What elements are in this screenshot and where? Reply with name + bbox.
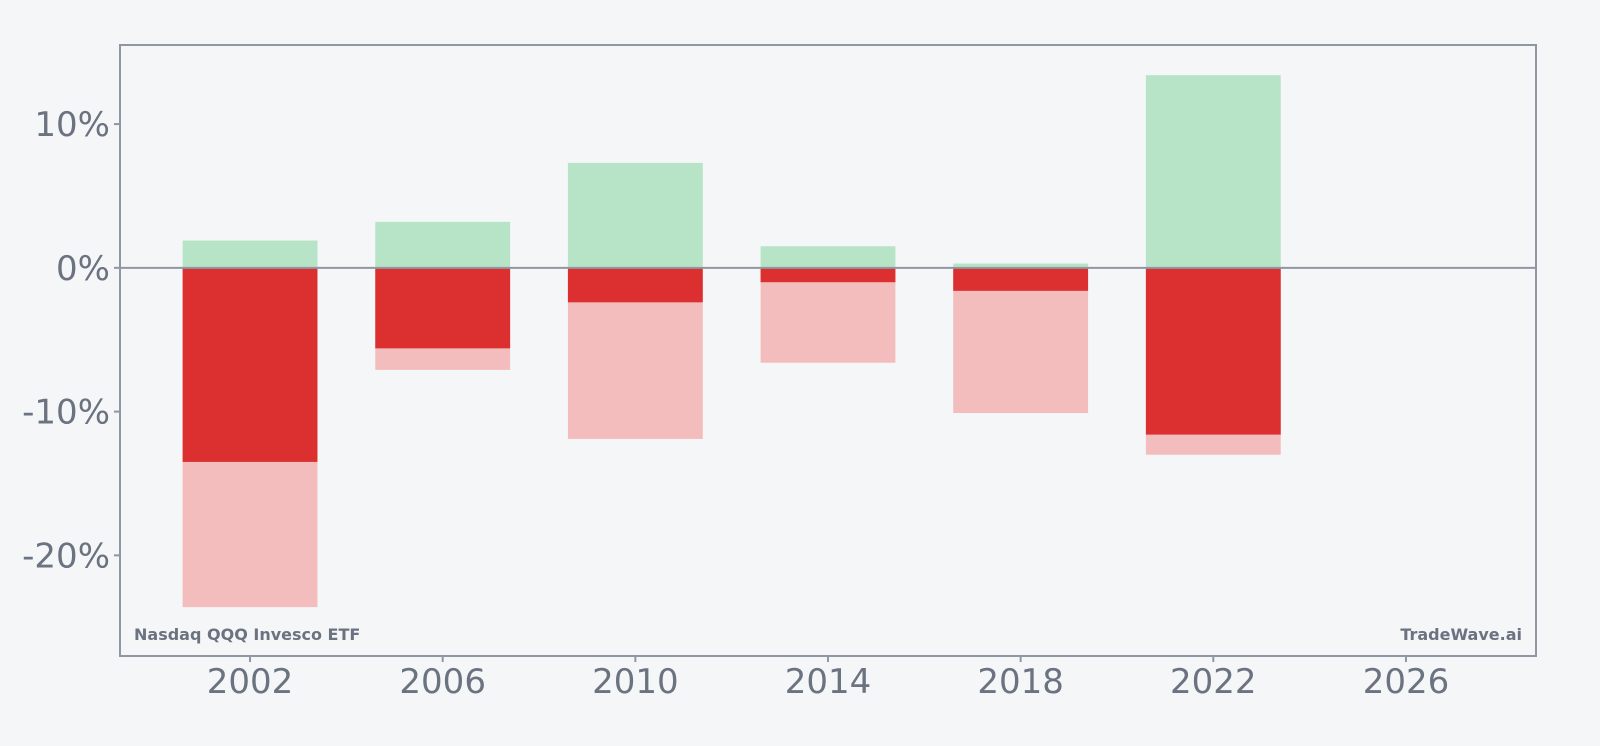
positive-range-bar-2014 xyxy=(760,246,896,268)
positive-range-bar-2022 xyxy=(1145,75,1281,268)
positive-range-bar-2002 xyxy=(182,240,318,268)
positive-range-bar-2006 xyxy=(375,221,511,268)
negative-range-bar-2014 xyxy=(760,267,896,363)
negative-dark-bar-2022 xyxy=(1145,267,1281,435)
x-tick-label: 2014 xyxy=(785,662,872,702)
footer-brand-label: TradeWave.ai xyxy=(1400,625,1522,644)
y-tick-label: -10% xyxy=(22,393,110,433)
negative-dark-bar-2006 xyxy=(375,267,511,349)
negative-range-bar-2018 xyxy=(953,267,1089,414)
x-tick-label: 2002 xyxy=(207,662,294,702)
negative-dark-bar-2014 xyxy=(760,267,896,283)
x-tick-label: 2006 xyxy=(399,662,486,702)
x-tick-label: 2022 xyxy=(1170,662,1257,702)
y-tick-label: 0% xyxy=(56,249,110,289)
x-tick-label: 2026 xyxy=(1363,662,1450,702)
footer-source-label: Nasdaq QQQ Invesco ETF xyxy=(134,625,360,644)
y-tick-label: 10% xyxy=(34,105,110,145)
y-axis: 10% 0% -10% -20% xyxy=(22,105,120,576)
positive-range-bar-2010 xyxy=(567,162,703,268)
positive-range-bar-2018 xyxy=(953,263,1089,268)
x-tick-label: 2010 xyxy=(592,662,679,702)
negative-dark-bar-2010 xyxy=(567,267,703,303)
x-axis: 2002 2006 2010 2014 2018 2022 2026 xyxy=(207,656,1449,702)
x-tick-label: 2018 xyxy=(977,662,1064,702)
negative-dark-bar-2018 xyxy=(953,267,1089,291)
bars-layer xyxy=(182,75,1281,608)
y-tick-label: -20% xyxy=(22,536,110,576)
negative-dark-bar-2002 xyxy=(182,267,318,462)
